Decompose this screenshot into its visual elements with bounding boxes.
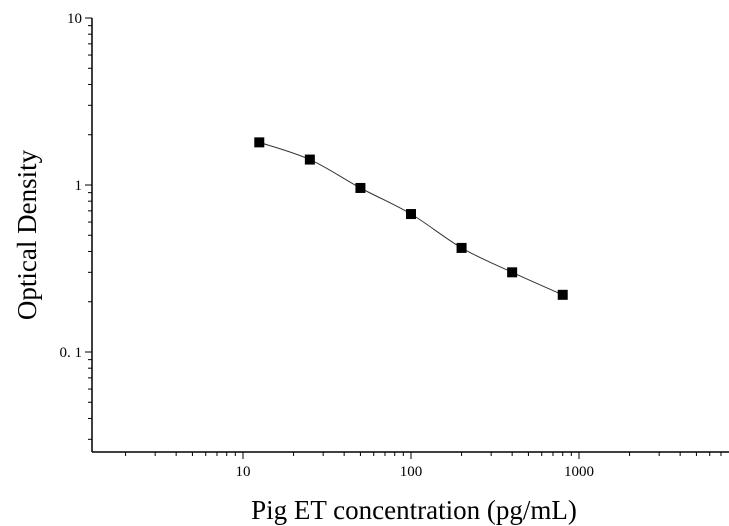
data-point bbox=[254, 137, 265, 148]
y-axis-title: Optical Density bbox=[12, 149, 42, 320]
axes bbox=[91, 18, 729, 453]
data-point bbox=[456, 242, 467, 253]
data-point bbox=[304, 154, 315, 165]
y-tick-label: 0. 1 bbox=[60, 345, 83, 361]
ticks bbox=[85, 17, 722, 459]
data-point bbox=[557, 289, 568, 300]
tick-labels: 10 100 1000 0. 1 1 10 bbox=[60, 11, 595, 480]
x-tick-label: 100 bbox=[400, 464, 423, 480]
data-point bbox=[355, 182, 366, 193]
data-point bbox=[406, 209, 416, 220]
data-point bbox=[507, 267, 518, 278]
x-axis-title: Pig ET concentration (pg/mL) bbox=[251, 495, 577, 525]
x-tick-label: 10 bbox=[236, 464, 251, 480]
data-points bbox=[254, 137, 568, 300]
y-tick-label: 1 bbox=[75, 178, 83, 194]
y-tick-label: 10 bbox=[67, 11, 82, 27]
x-tick-label: 1000 bbox=[564, 464, 594, 480]
